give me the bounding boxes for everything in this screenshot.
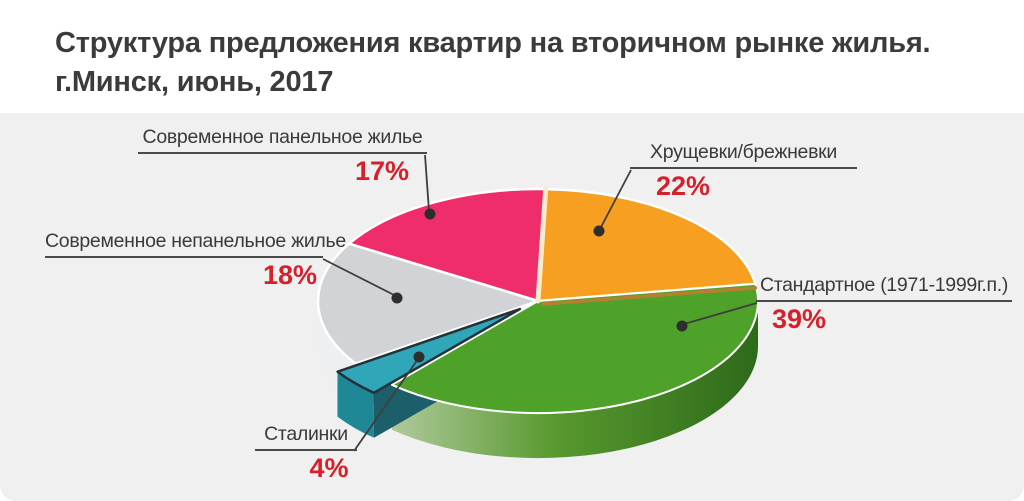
- pie-slice-standartnoe: [390, 282, 759, 415]
- leader-line-stalinki: [353, 358, 419, 452]
- pie-side-standartnoe: [391, 301, 759, 459]
- callout-nepanelnoe-label: Современное непанельное жилье: [45, 230, 346, 258]
- callout-khrushchevki-percent: 22%: [656, 171, 711, 201]
- callout-standartnoe-label: Стандартное (1971-1999г.п.): [756, 274, 1012, 302]
- callout-panelnoe-label: Современное панельное жилье: [138, 126, 427, 154]
- leader-line-standartnoe: [683, 302, 758, 325]
- leader-dot-stalinki: [413, 351, 425, 363]
- leader-line-nepanelnoe: [322, 258, 397, 297]
- callout-stalinki-percent: 4%: [309, 453, 349, 483]
- leader-dot-standartnoe: [676, 320, 688, 332]
- callout-standartnoe-percent: 39%: [772, 304, 827, 334]
- pie-side-stalinki: [337, 371, 374, 438]
- chart-title-line2: г.Минск, июнь, 2017: [55, 66, 334, 98]
- callout-stalinki: Сталинки 4%: [255, 423, 357, 484]
- pie-slice-khrushchevki: [536, 187, 757, 303]
- leader-lines: [322, 154, 758, 452]
- callout-khrushchevki: Хрущевки/брежневки 22%: [630, 141, 857, 202]
- pie-slice-nepanelnoe: [316, 242, 540, 365]
- pie-slice-stalinki: [336, 307, 522, 395]
- pie-slice-panelnoe: [347, 187, 547, 303]
- leader-dot-panelnoe: [424, 208, 436, 220]
- callout-khrushchevki-label: Хрущевки/брежневки: [630, 141, 857, 169]
- leader-line-panelnoe: [424, 154, 430, 212]
- callout-nepanelnoe-percent: 18%: [262, 260, 317, 290]
- callout-panelnoe-percent: 17%: [354, 156, 409, 186]
- callout-standartnoe: Стандартное (1971-1999г.п.) 39%: [756, 274, 1012, 335]
- leader-dot-nepanelnoe: [391, 292, 403, 304]
- callout-nepanelnoe: Современное непанельное жилье 18%: [45, 230, 346, 291]
- leader-dot-khrushchevki: [593, 225, 605, 237]
- seam-pink-orange: [535, 186, 549, 304]
- callout-panelnoe: Современное панельное жилье 17%: [138, 126, 427, 187]
- seam-orange-green: [541, 286, 758, 306]
- callout-stalinki-label: Сталинки: [255, 423, 357, 451]
- chart-title-line1: Структура предложения квартир на вторичн…: [55, 27, 931, 59]
- chart-title: Структура предложения квартир на вторичн…: [55, 24, 931, 102]
- leader-line-khrushchevki: [599, 169, 632, 230]
